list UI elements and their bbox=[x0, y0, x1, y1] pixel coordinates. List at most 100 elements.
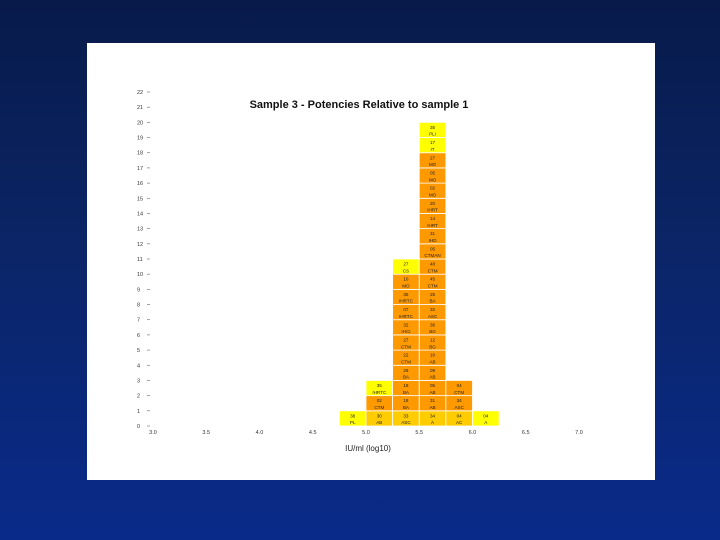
cell-number: 05 bbox=[430, 246, 436, 251]
cell-code: BG bbox=[429, 344, 436, 349]
histogram-cell: 14 IHRT bbox=[418, 213, 447, 230]
y-tick-label: 12 bbox=[137, 242, 143, 248]
cell-number: 10 bbox=[403, 277, 409, 282]
cell-code: PL bbox=[350, 420, 356, 425]
cell-number: 31 bbox=[430, 231, 436, 236]
cell-code: CS bbox=[403, 268, 409, 273]
cell-number: 35 bbox=[377, 383, 383, 388]
y-tick-label: 6 bbox=[137, 333, 140, 339]
cell-number: 05 bbox=[430, 170, 436, 175]
cell-number: 27 bbox=[403, 262, 409, 267]
x-tick-label: 5.5 bbox=[415, 430, 423, 436]
cell-number: 18 bbox=[403, 383, 409, 388]
x-tick-label: 4.5 bbox=[309, 430, 317, 436]
cell-code: BA bbox=[403, 390, 410, 395]
cell-code: CTM bbox=[374, 405, 384, 410]
histogram-cell: 30 AB bbox=[365, 410, 394, 427]
y-tick-label: 21 bbox=[137, 105, 143, 111]
histogram-cell: 04 A bbox=[472, 410, 500, 427]
cell-number: 04 bbox=[457, 413, 463, 418]
cell-code: BA bbox=[403, 375, 410, 380]
histogram-cell: 38 PL bbox=[338, 410, 367, 427]
y-tick-label: 19 bbox=[137, 136, 143, 142]
x-axis: 3.0 3.5 4.0 4.5 5.0 5.5 6.0 6.5 7.0 bbox=[149, 430, 583, 436]
histogram-cell: 04 CTM bbox=[445, 380, 473, 397]
y-tick-label: 9 bbox=[137, 287, 140, 293]
x-tick-label: 6.5 bbox=[522, 430, 530, 436]
cell-code: IHRTC bbox=[399, 299, 414, 304]
histogram-cell: 32 ASC bbox=[418, 304, 447, 321]
y-tick-label: 4 bbox=[137, 363, 140, 369]
cell-number: 32 bbox=[430, 307, 436, 312]
histogram-cell: 04 AC bbox=[445, 410, 473, 427]
histogram-cell: 12 BG bbox=[418, 334, 447, 351]
cell-code: CTMAN bbox=[424, 253, 440, 258]
cell-code: CTM bbox=[454, 390, 464, 395]
y-tick-label: 7 bbox=[137, 318, 140, 324]
histogram-cell: 17 IT bbox=[418, 137, 447, 154]
cell-number: 07 bbox=[403, 307, 409, 312]
histogram-cell: 27 CTM bbox=[392, 334, 420, 351]
y-tick-label: 2 bbox=[137, 394, 140, 400]
cell-number: 33 bbox=[403, 413, 409, 418]
histogram-cell: 32 IHCI bbox=[392, 319, 420, 336]
cell-code: IHD bbox=[429, 238, 438, 243]
cell-number: 12 bbox=[430, 337, 436, 342]
y-tick-label: 10 bbox=[137, 272, 143, 278]
cell-code: CTM bbox=[428, 284, 438, 289]
cell-code: IHRT bbox=[427, 208, 438, 213]
y-tick-label: 16 bbox=[137, 181, 143, 187]
cell-code: CTM bbox=[401, 344, 411, 349]
histogram-cell: 45 CTM bbox=[418, 273, 447, 290]
y-tick-label: 11 bbox=[137, 257, 143, 263]
cell-number: 25 bbox=[430, 292, 436, 297]
cell-code: BA bbox=[403, 405, 410, 410]
cell-number: 34 bbox=[430, 413, 436, 418]
x-tick-label: 3.0 bbox=[149, 430, 157, 436]
histogram-cell: 02 CTM bbox=[365, 395, 394, 412]
y-tick-label: 13 bbox=[137, 227, 143, 233]
y-tick-label: 5 bbox=[137, 348, 140, 354]
cell-number: 20 bbox=[430, 201, 436, 206]
histogram-cell: 10 MO bbox=[392, 273, 420, 290]
y-tick-label: 3 bbox=[137, 378, 140, 384]
cell-code: ASC bbox=[454, 405, 464, 410]
cell-number: 36 bbox=[430, 322, 436, 327]
cell-number: 27 bbox=[430, 155, 436, 160]
y-tick-label: 18 bbox=[137, 151, 143, 157]
histogram-cell: 20 IHRT bbox=[418, 197, 447, 214]
y-tick-label: 8 bbox=[137, 303, 140, 309]
histogram-cell: 31 AB bbox=[418, 395, 447, 412]
cell-number: 17 bbox=[430, 140, 436, 145]
histogram-cell: 35 PLI bbox=[418, 121, 447, 138]
cell-box bbox=[445, 380, 473, 397]
y-tick-label: 20 bbox=[137, 120, 143, 126]
histogram-cell: 05 MO bbox=[418, 167, 447, 184]
cell-code: ASC bbox=[401, 420, 411, 425]
cell-code: MO bbox=[429, 177, 437, 182]
cell-code: AC bbox=[456, 420, 463, 425]
slide-panel: Sample 3 - Potencies Relative to sample … bbox=[87, 43, 655, 480]
histogram-cell: 05 AB bbox=[418, 380, 447, 397]
y-tick-label: 22 bbox=[137, 90, 143, 96]
y-tick-label: 15 bbox=[137, 196, 143, 202]
histogram-cell: 26 BA bbox=[392, 364, 420, 381]
cell-code: AB bbox=[429, 390, 435, 395]
cell-code: ASC bbox=[428, 314, 438, 319]
cell-code: IHRT bbox=[427, 223, 438, 228]
cell-code: AB bbox=[429, 375, 435, 380]
cell-code: AB bbox=[429, 405, 435, 410]
cell-code: BG bbox=[429, 329, 436, 334]
y-tick-label: 1 bbox=[137, 409, 140, 415]
histogram-cell: 35 IHRTC bbox=[365, 380, 394, 397]
histogram-cell: 09 AB bbox=[418, 364, 447, 381]
bar-cells: 38PL30AB02CTM35IHRTC33ASC18BA18BA26BA22C… bbox=[338, 121, 500, 427]
cell-number: 26 bbox=[403, 368, 409, 373]
x-tick-label: 3.5 bbox=[202, 430, 210, 436]
cell-number: 22 bbox=[403, 353, 409, 358]
